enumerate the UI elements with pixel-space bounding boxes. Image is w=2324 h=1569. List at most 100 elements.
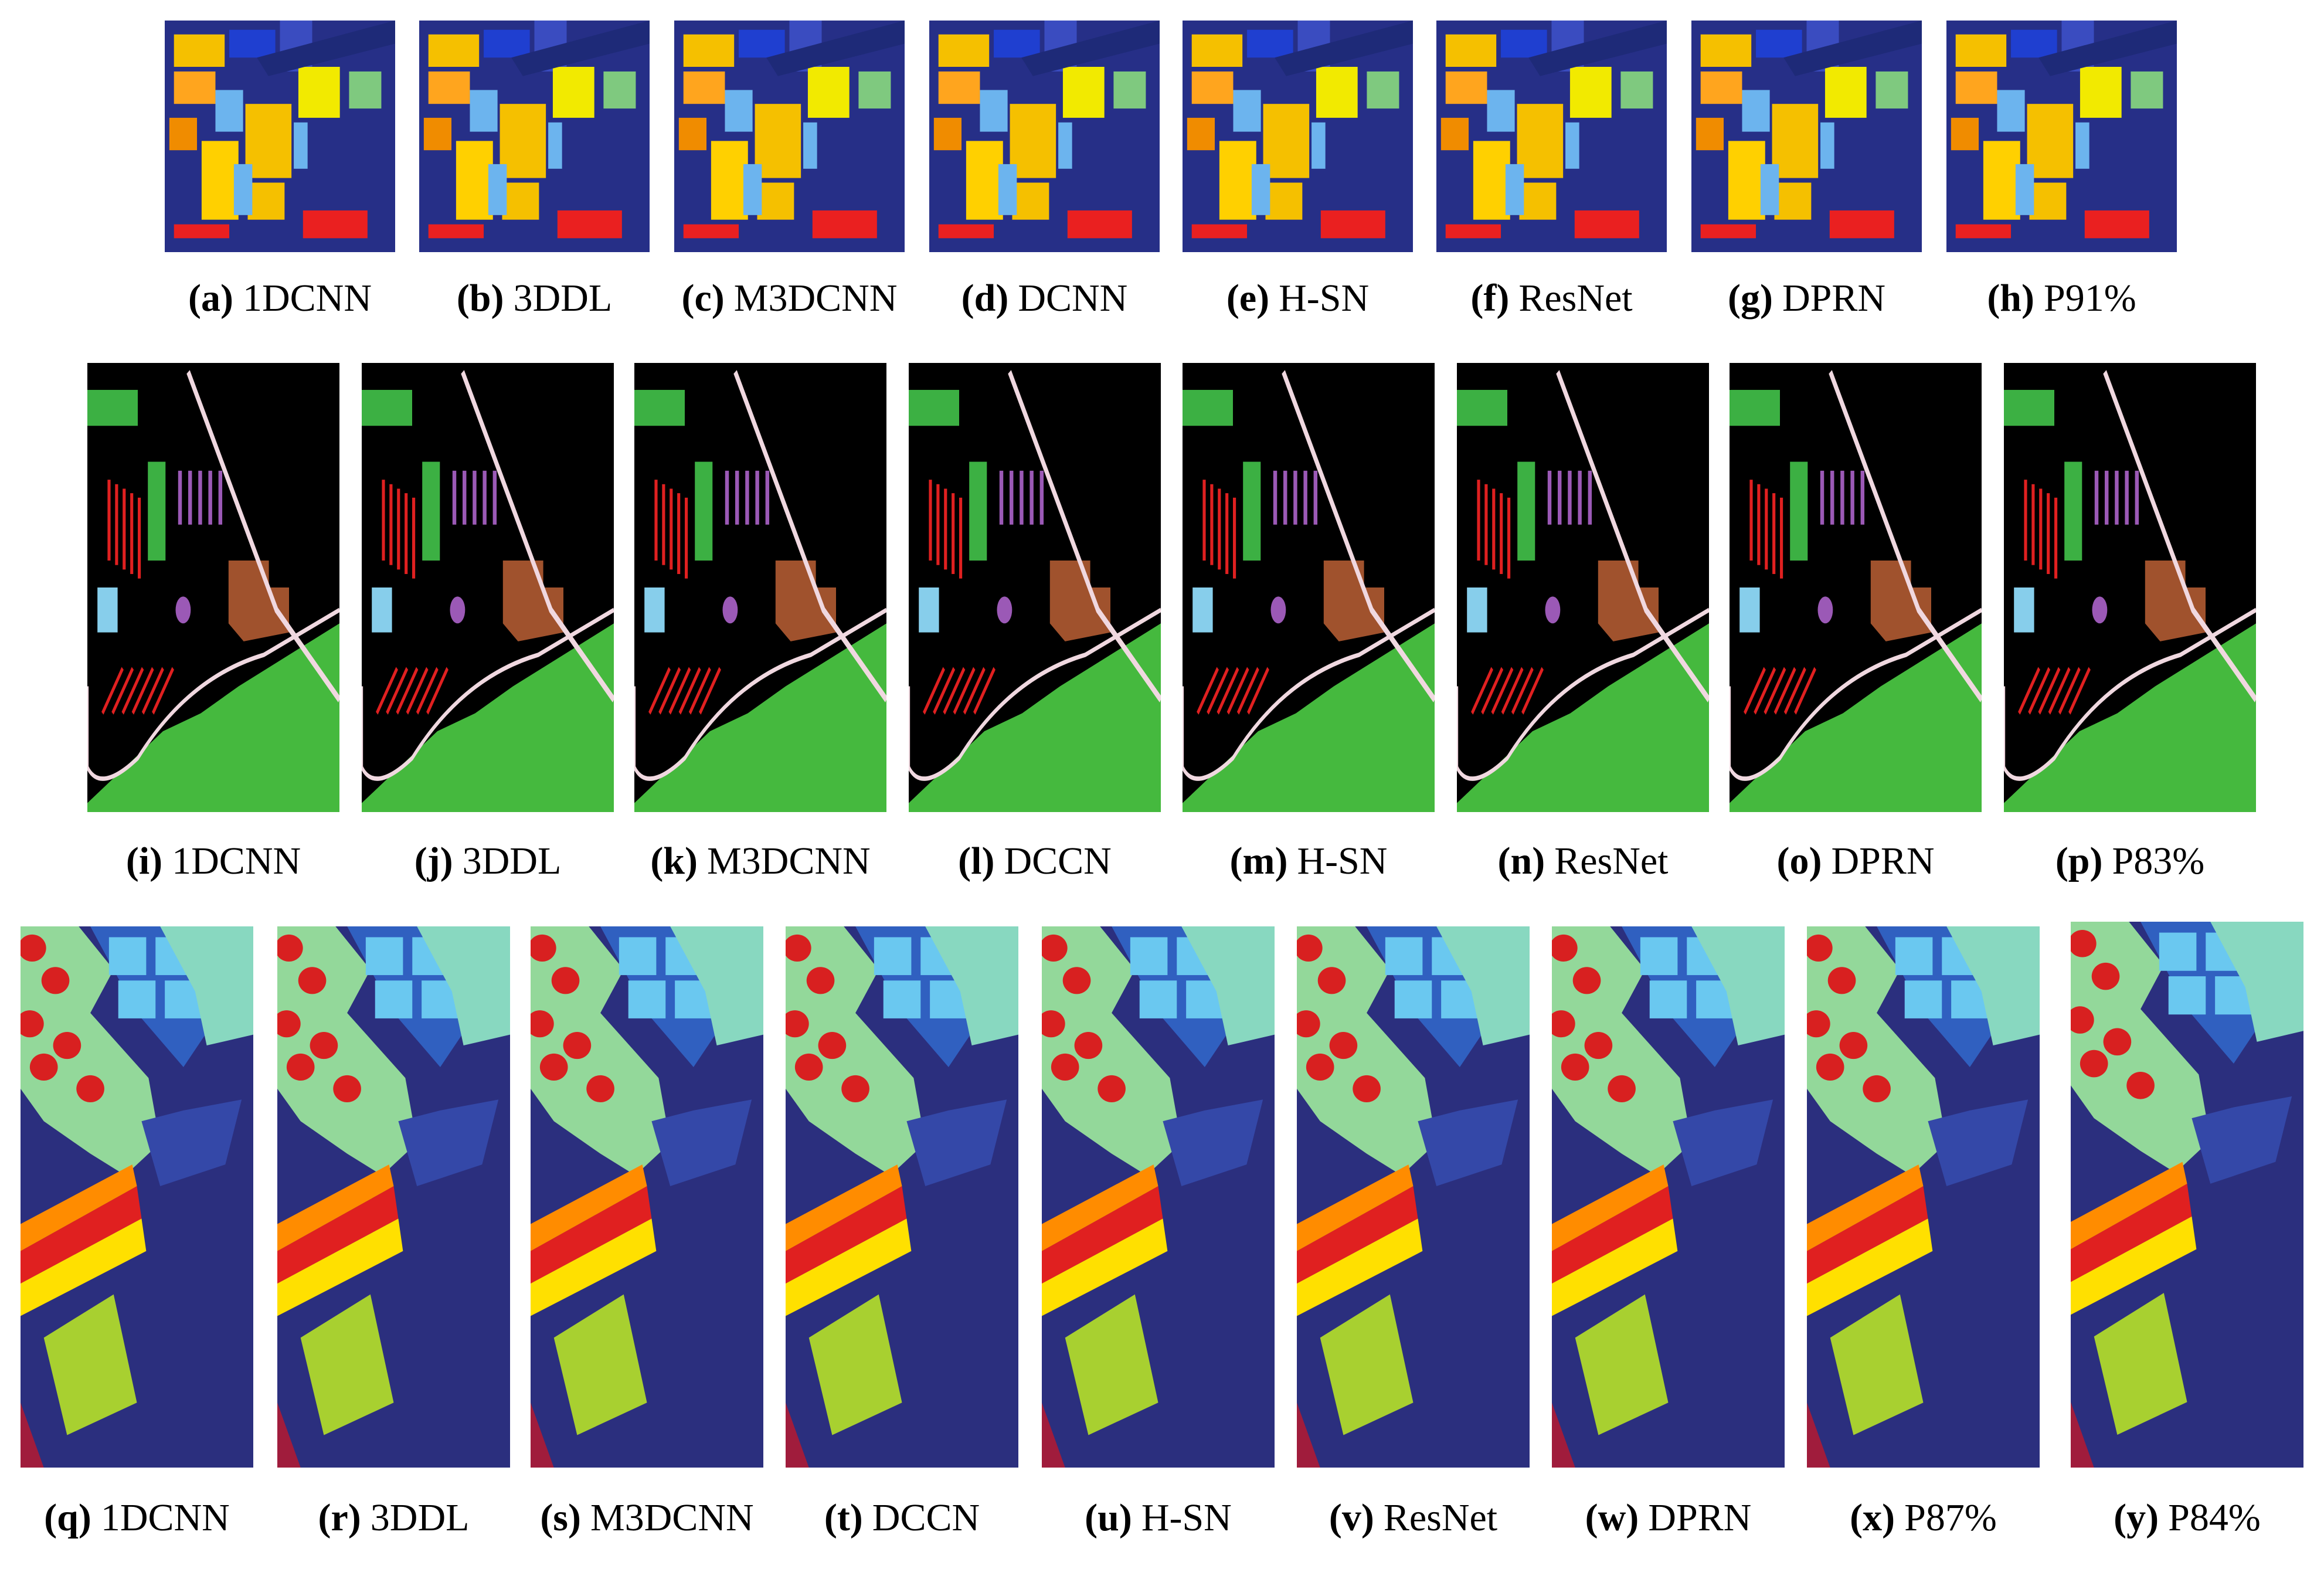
map-region bbox=[1773, 667, 1796, 715]
map-region bbox=[1297, 1164, 1414, 1251]
map-region bbox=[670, 926, 763, 1046]
subfigure-label: (c) bbox=[682, 277, 725, 320]
map-region bbox=[1598, 561, 1659, 641]
map-region bbox=[245, 104, 292, 178]
map-region bbox=[1367, 71, 1399, 109]
subfigure-label: (d) bbox=[961, 277, 1009, 320]
subfigure-label: (h) bbox=[1987, 277, 2034, 320]
map-region bbox=[1700, 71, 1742, 104]
map-region bbox=[757, 182, 794, 220]
map-region bbox=[1218, 488, 1221, 570]
map-region bbox=[1783, 21, 1922, 76]
map-region bbox=[450, 596, 466, 624]
map-region bbox=[188, 470, 192, 525]
map-region bbox=[233, 164, 253, 215]
map-region bbox=[1827, 967, 1856, 994]
classification-map bbox=[419, 21, 650, 252]
map-region bbox=[1700, 224, 1756, 239]
map-region bbox=[2064, 461, 2082, 561]
method-name: M3DCNN bbox=[590, 1496, 754, 1539]
map-region bbox=[933, 117, 962, 151]
map-region bbox=[1039, 470, 1044, 525]
map-region bbox=[2027, 104, 2074, 178]
map-region bbox=[1620, 71, 1653, 109]
map-region bbox=[539, 1053, 568, 1081]
map-region bbox=[1191, 71, 1234, 104]
subfigure-caption: (o) DPRN bbox=[1776, 840, 1934, 882]
map-region bbox=[725, 470, 729, 525]
map-region bbox=[1517, 104, 1564, 178]
classification-map bbox=[1730, 363, 1982, 812]
subfigure-label: (k) bbox=[650, 840, 698, 882]
map-region bbox=[215, 90, 243, 132]
map-region bbox=[1511, 667, 1534, 715]
map-region bbox=[1113, 71, 1146, 109]
map-region bbox=[909, 389, 959, 426]
subfigure-caption: (g) DPRN bbox=[1728, 277, 1885, 320]
map-region bbox=[1492, 488, 1496, 570]
map-region bbox=[644, 587, 665, 633]
map-region bbox=[1217, 667, 1239, 715]
map-region bbox=[2071, 1006, 2094, 1034]
map-region bbox=[1946, 926, 2040, 1046]
map-region bbox=[463, 470, 467, 525]
method-name: DCCN bbox=[872, 1496, 980, 1539]
map-region bbox=[1030, 470, 1034, 525]
map-region bbox=[41, 967, 70, 994]
map-region bbox=[1306, 1053, 1334, 1081]
map-region bbox=[310, 1031, 338, 1059]
map-region bbox=[1385, 937, 1423, 976]
map-region bbox=[818, 1031, 847, 1059]
map-region bbox=[531, 1164, 647, 1251]
method-name: DPRN bbox=[1831, 840, 1934, 882]
map-region bbox=[923, 667, 945, 715]
map-region bbox=[2080, 67, 2122, 118]
map-region bbox=[286, 1053, 315, 1081]
map-region bbox=[1840, 470, 1844, 525]
map-region bbox=[500, 104, 546, 178]
method-name: 1DCNN bbox=[243, 277, 372, 320]
map-region bbox=[1649, 980, 1687, 1018]
map-region bbox=[1519, 182, 1557, 220]
map-region bbox=[963, 667, 986, 715]
map-region bbox=[1130, 937, 1168, 976]
method-name: P83% bbox=[2112, 840, 2204, 882]
method-name: H-SN bbox=[1141, 1496, 1232, 1539]
map-region bbox=[1021, 21, 1160, 76]
map-region bbox=[452, 470, 457, 525]
map-region bbox=[303, 210, 368, 239]
subfigure-label: (i) bbox=[126, 840, 162, 882]
map-region bbox=[909, 623, 1161, 812]
map-region bbox=[2038, 21, 2177, 76]
map-region bbox=[2105, 470, 2109, 525]
map-region bbox=[634, 389, 685, 426]
map-region bbox=[1807, 1010, 1830, 1038]
map-region bbox=[1293, 470, 1297, 525]
map-region bbox=[952, 493, 955, 575]
classification-map bbox=[87, 363, 339, 812]
map-region bbox=[586, 1075, 614, 1102]
map-region bbox=[711, 141, 748, 220]
map-region bbox=[1275, 21, 1413, 76]
map-region bbox=[138, 497, 141, 579]
map-region bbox=[677, 493, 681, 575]
map-region bbox=[1236, 667, 1259, 715]
map-region bbox=[1839, 1031, 1868, 1059]
map-region bbox=[678, 117, 707, 151]
map-region bbox=[2115, 470, 2119, 525]
method-name: 3DDL bbox=[514, 277, 613, 320]
map-region bbox=[277, 934, 303, 962]
map-region bbox=[2094, 470, 2099, 525]
map-region bbox=[1756, 29, 1802, 58]
map-region bbox=[1739, 587, 1760, 633]
map-region bbox=[29, 1053, 58, 1081]
map-region bbox=[1807, 1218, 1933, 1316]
map-region bbox=[101, 667, 124, 715]
map-region bbox=[1578, 470, 1582, 525]
map-region bbox=[1517, 461, 1535, 561]
map-region bbox=[552, 67, 594, 118]
map-region bbox=[1820, 122, 1834, 169]
map-region bbox=[531, 1186, 652, 1284]
map-region bbox=[1500, 493, 1503, 575]
map-region bbox=[277, 1010, 301, 1038]
